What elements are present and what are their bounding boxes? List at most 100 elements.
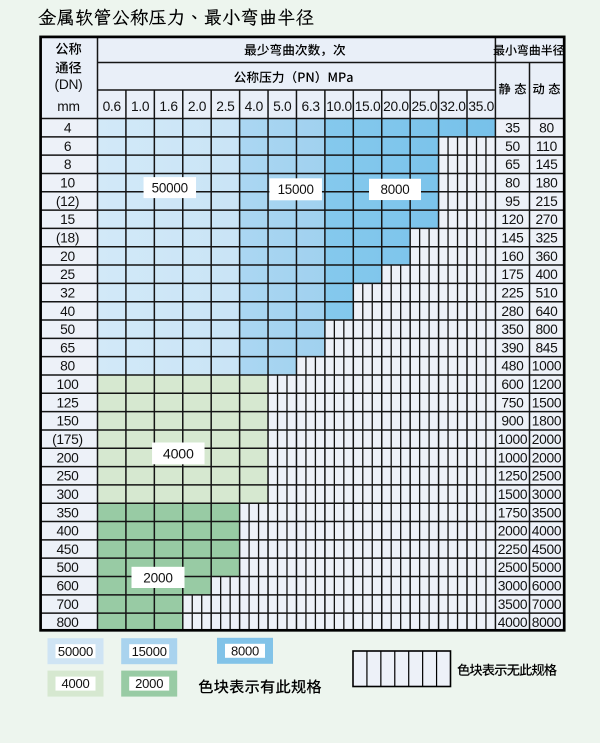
- svg-text:40: 40: [60, 304, 75, 319]
- svg-text:640: 640: [535, 304, 558, 319]
- svg-text:32.0: 32.0: [440, 99, 466, 114]
- svg-text:270: 270: [535, 212, 558, 227]
- svg-text:80: 80: [60, 359, 75, 374]
- svg-text:110: 110: [536, 139, 558, 154]
- svg-text:6000: 6000: [532, 579, 562, 594]
- svg-text:1750: 1750: [498, 505, 528, 520]
- svg-text:1250: 1250: [498, 469, 528, 484]
- svg-text:200: 200: [56, 450, 79, 465]
- svg-text:1000: 1000: [532, 359, 562, 374]
- svg-text:10.0: 10.0: [326, 99, 352, 114]
- svg-text:125: 125: [56, 395, 79, 410]
- svg-text:350: 350: [56, 505, 79, 520]
- svg-text:1.0: 1.0: [131, 99, 150, 114]
- svg-text:(DN): (DN): [55, 77, 83, 92]
- svg-text:700: 700: [56, 597, 79, 612]
- svg-text:360: 360: [535, 249, 558, 264]
- svg-text:100: 100: [56, 377, 79, 392]
- svg-text:145: 145: [535, 157, 558, 172]
- svg-text:400: 400: [535, 267, 558, 282]
- svg-text:1800: 1800: [532, 414, 562, 429]
- svg-text:50000: 50000: [58, 644, 93, 659]
- svg-text:1200: 1200: [532, 377, 562, 392]
- svg-text:50: 50: [505, 139, 520, 154]
- svg-text:2000: 2000: [532, 432, 562, 447]
- svg-text:4000: 4000: [61, 676, 89, 691]
- svg-text:250: 250: [56, 469, 79, 484]
- svg-text:145: 145: [501, 230, 524, 245]
- svg-text:150: 150: [56, 414, 79, 429]
- svg-text:450: 450: [56, 542, 79, 557]
- svg-text:800: 800: [535, 322, 558, 337]
- svg-text:390: 390: [501, 340, 524, 355]
- svg-text:1500: 1500: [498, 487, 528, 502]
- svg-text:32: 32: [60, 285, 75, 300]
- svg-text:35: 35: [505, 121, 520, 136]
- svg-text:1000: 1000: [498, 450, 528, 465]
- svg-text:1000: 1000: [498, 432, 528, 447]
- svg-text:2.5: 2.5: [216, 99, 235, 114]
- svg-text:2500: 2500: [532, 469, 562, 484]
- svg-text:350: 350: [501, 322, 524, 337]
- svg-text:15: 15: [60, 212, 75, 227]
- svg-text:175: 175: [501, 267, 524, 282]
- svg-text:160: 160: [501, 249, 524, 264]
- svg-text:4.0: 4.0: [245, 99, 264, 114]
- svg-text:6.3: 6.3: [302, 99, 321, 114]
- svg-text:500: 500: [56, 560, 79, 575]
- svg-text:50: 50: [60, 322, 75, 337]
- svg-text:2250: 2250: [498, 542, 528, 557]
- svg-text:225: 225: [501, 285, 524, 300]
- svg-text:2000: 2000: [135, 676, 163, 691]
- svg-text:8000: 8000: [381, 182, 410, 197]
- svg-text:10: 10: [60, 176, 75, 191]
- svg-text:900: 900: [501, 414, 524, 429]
- svg-text:2.0: 2.0: [188, 99, 207, 114]
- svg-text:35.0: 35.0: [468, 99, 494, 114]
- svg-text:8000: 8000: [532, 615, 562, 630]
- svg-text:600: 600: [501, 377, 524, 392]
- svg-text:2000: 2000: [532, 450, 562, 465]
- svg-text:8: 8: [64, 157, 72, 172]
- svg-text:4000: 4000: [532, 524, 562, 539]
- svg-text:325: 325: [535, 230, 558, 245]
- svg-text:3500: 3500: [498, 597, 528, 612]
- svg-text:750: 750: [501, 395, 524, 410]
- svg-text:mm: mm: [57, 99, 79, 114]
- svg-text:15000: 15000: [278, 182, 314, 197]
- svg-text:1.6: 1.6: [159, 99, 178, 114]
- svg-text:80: 80: [505, 176, 520, 191]
- svg-text:(18): (18): [56, 230, 79, 245]
- svg-text:4000: 4000: [498, 615, 528, 630]
- svg-text:15000: 15000: [132, 644, 167, 659]
- svg-text:0.6: 0.6: [103, 99, 122, 114]
- svg-text:3500: 3500: [532, 505, 562, 520]
- svg-text:600: 600: [56, 579, 79, 594]
- svg-text:65: 65: [505, 157, 520, 172]
- svg-text:25: 25: [60, 267, 75, 282]
- svg-text:20.0: 20.0: [383, 99, 409, 114]
- svg-text:510: 510: [535, 285, 558, 300]
- svg-text:280: 280: [501, 304, 524, 319]
- svg-text:80: 80: [539, 121, 554, 136]
- svg-text:4: 4: [64, 121, 72, 136]
- svg-text:2500: 2500: [498, 560, 528, 575]
- svg-text:400: 400: [56, 524, 79, 539]
- svg-text:800: 800: [56, 615, 79, 630]
- svg-text:215: 215: [535, 194, 558, 209]
- svg-text:120: 120: [501, 212, 524, 227]
- svg-text:300: 300: [56, 487, 79, 502]
- svg-text:25.0: 25.0: [412, 99, 438, 114]
- svg-text:(12): (12): [56, 194, 79, 209]
- svg-text:95: 95: [505, 194, 520, 209]
- svg-text:(175): (175): [52, 432, 83, 447]
- svg-text:180: 180: [535, 176, 558, 191]
- svg-text:8000: 8000: [231, 643, 259, 658]
- svg-text:2000: 2000: [498, 524, 528, 539]
- svg-text:1500: 1500: [532, 395, 562, 410]
- svg-text:5.0: 5.0: [273, 99, 292, 114]
- svg-text:4500: 4500: [532, 542, 562, 557]
- svg-text:50000: 50000: [152, 180, 188, 195]
- svg-text:15.0: 15.0: [355, 99, 381, 114]
- svg-text:7000: 7000: [532, 597, 562, 612]
